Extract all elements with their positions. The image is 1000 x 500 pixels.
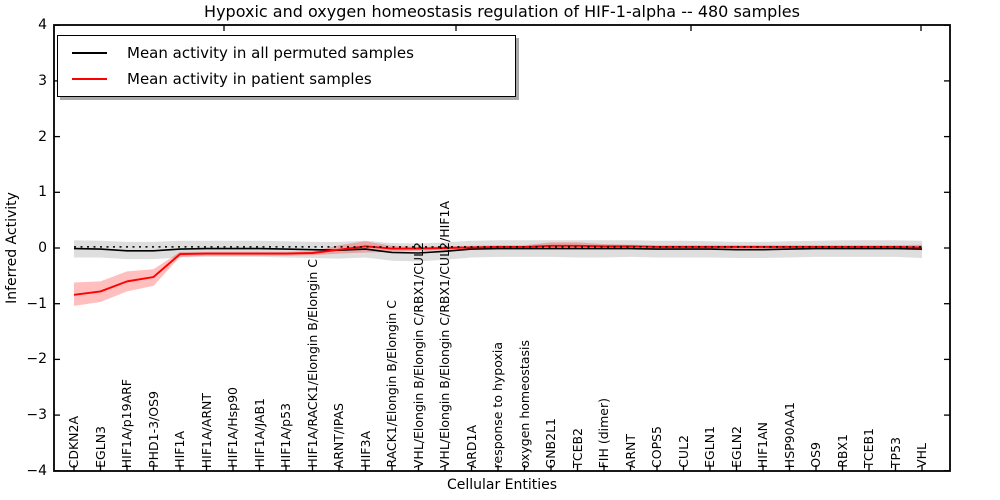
x-tick-label: PHD1-3/OS9 [145,391,161,468]
x-tick-label: HIF1AN [755,421,770,468]
chart-title: Hypoxic and oxygen homeostasis regulatio… [204,2,800,21]
x-tick-label: VHL/Elongin B/Elongin C/RBX1/CUL2 [410,241,426,468]
legend-line-sample-black [72,52,107,54]
legend-item-permuted-samples: Mean activity in all permuted samples [72,40,507,66]
x-tick-label: ARD1A [463,424,479,468]
x-tick-label: OS9 [808,442,823,468]
x-tick-label: HIF1A/RACK1/Elongin B/Elongin C [304,259,320,468]
permuted-mean-line [73,247,923,254]
legend-label-permuted-samples: Mean activity in all permuted samples [127,44,414,62]
legend-item-patient-samples: Mean activity in patient samples [72,66,507,92]
x-tick-label: TP53 [887,436,903,468]
y-tick-label: −3 [26,407,47,424]
x-tick-label: ARNT/IPAS [331,402,346,468]
x-tick-label: HSP90AA1 [781,401,797,468]
x-tick-label: HIF3A [357,431,373,468]
x-tick-label: ARNT [622,433,638,468]
y-tick-label: 3 [38,72,47,89]
permuted-std-band [74,240,922,262]
x-tick-label: EGLN3 [92,426,108,468]
x-tick-label: CUL2 [675,435,691,468]
x-tick-label: HIF1A/ARNT [198,392,214,468]
y-tick-label: −2 [26,351,47,368]
y-tick-label: −4 [26,462,47,479]
x-tick-label: HIF1A/p19ARF [119,378,134,468]
x-tick-label: response to hypoxia [490,341,505,468]
x-tick-label: RACK1/Elongin B/Elongin C [384,300,399,468]
x-tick-label: EGLN1 [702,426,717,468]
x-axis-label: Cellular Entities [446,477,558,493]
x-tick-label: EGLN2 [728,426,744,468]
x-tick-label: VHL/Elongin B/Elongin C/RBX1/CUL2/HIF1A [437,200,452,468]
x-tick-label: HIF1A [172,431,187,468]
legend-line-sample-red [72,78,107,80]
y-tick-label: 2 [38,128,47,145]
x-tick-label: HIF1A/JAB1 [251,398,267,468]
x-tick-label: HIF1A/p53 [278,403,293,468]
x-tick-label: TCEB1 [861,427,876,468]
legend-label-patient-samples: Mean activity in patient samples [127,70,372,88]
x-tick-label: GNB2L1 [543,417,558,468]
y-tick-label: 0 [38,240,47,256]
x-tick-label: RBX1 [834,434,850,468]
legend: Mean activity in all permuted samples Me… [57,35,516,97]
y-tick-label: −1 [26,295,47,312]
x-tick-label: oxygen homeostasis [516,339,532,468]
x-tick-label: VHL [914,443,929,468]
x-tick-label: HIF1A/Hsp90 [225,387,240,468]
x-tick-label: COPS5 [649,426,664,468]
y-tick-label: 1 [38,184,47,201]
y-tick-label: 4 [38,17,47,34]
x-tick-label: CDKN2A [66,415,81,468]
x-tick-label: FIH (dimer) [596,397,611,468]
x-tick-label: TCEB2 [569,427,585,468]
